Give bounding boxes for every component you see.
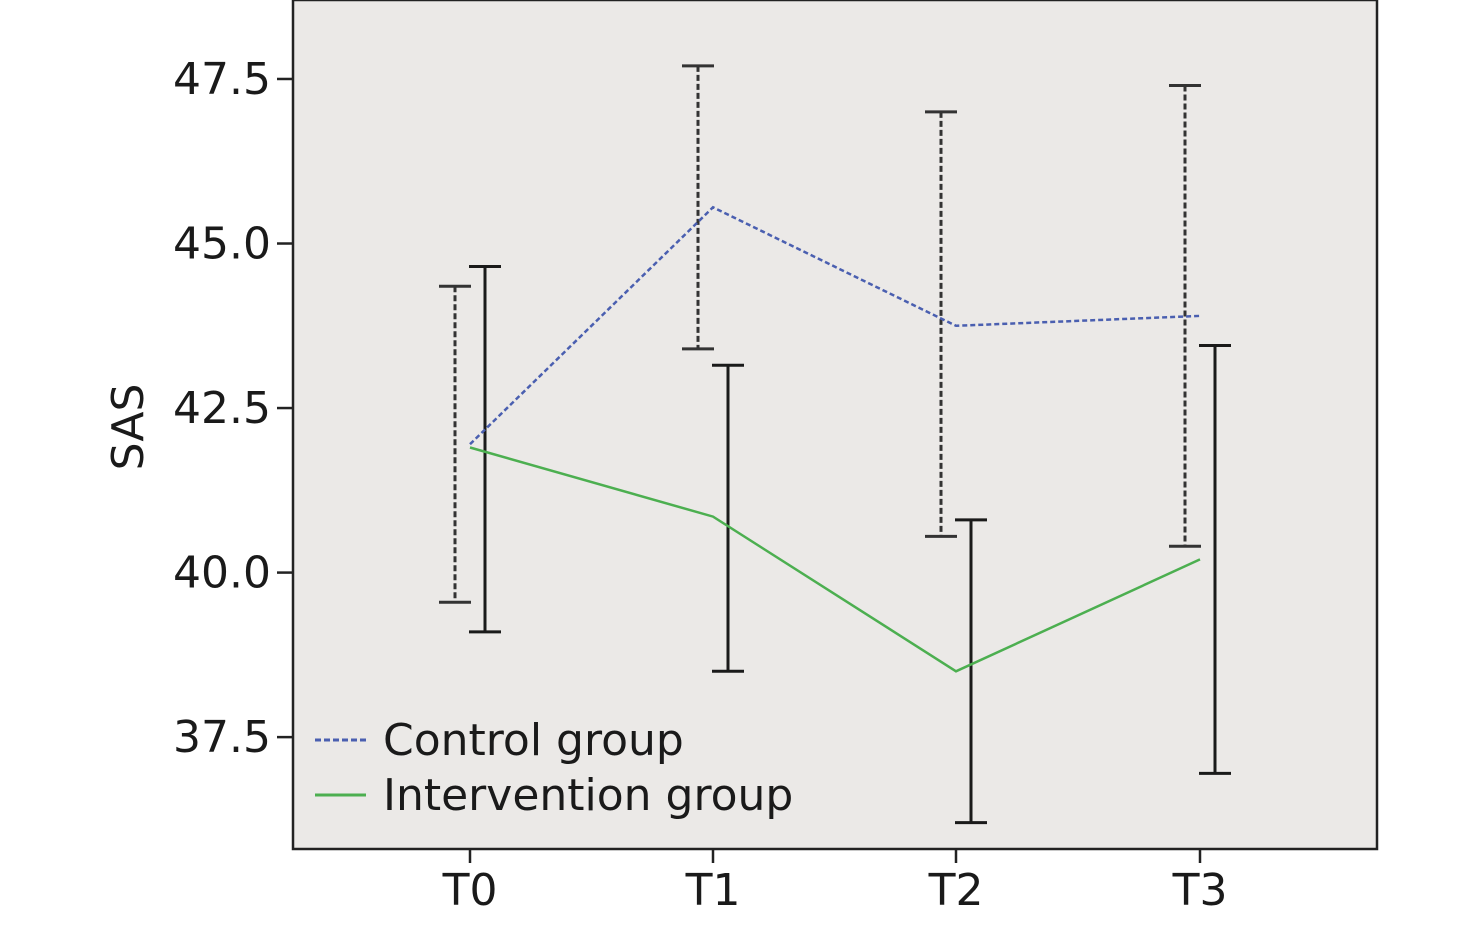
y-axis: 37.5 40.0 42.5 45.0 47.5	[173, 54, 293, 763]
plot-area	[291, 0, 1379, 851]
series-line-control	[469, 205, 1201, 446]
y-tick-label: 37.5	[173, 712, 271, 763]
x-tick-label: T1	[685, 865, 741, 916]
y-axis-label: SAS	[103, 384, 154, 471]
legend-label: Control group	[383, 715, 684, 766]
x-axis: T0 T1 T2 T3	[442, 849, 1228, 916]
y-tick-label: 45.0	[173, 219, 271, 270]
series-line-intervention	[469, 446, 1201, 673]
y-tick-label: 47.5	[173, 54, 271, 105]
y-tick-label: 42.5	[173, 383, 271, 434]
x-tick-label: T2	[928, 865, 984, 916]
y-tick-label: 40.0	[173, 548, 271, 599]
x-tick-label: T3	[1172, 865, 1228, 916]
x-tick-label: T0	[442, 865, 498, 916]
error-bars	[439, 64, 1231, 825]
series-lines	[469, 205, 1201, 673]
legend-label: Intervention group	[383, 770, 793, 821]
